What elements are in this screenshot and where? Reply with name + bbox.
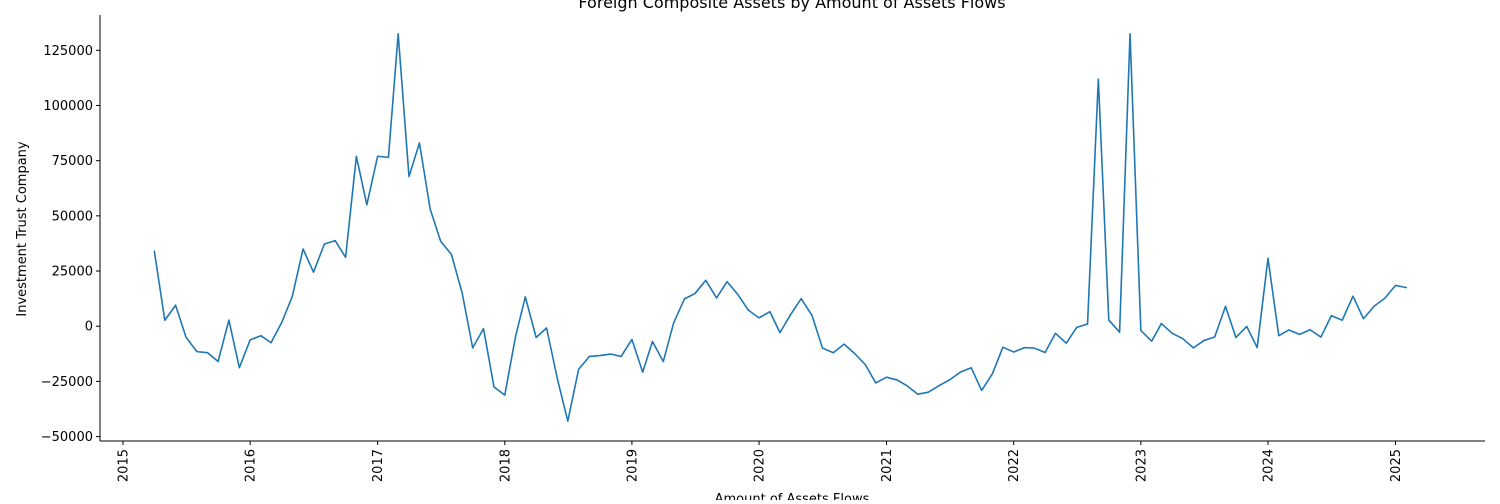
x-axis-label: Amount of Assets Flows — [715, 492, 870, 500]
x-tick-label: 2018 — [498, 449, 513, 482]
x-tick-label: 2019 — [625, 449, 640, 482]
y-tick-label: 75000 — [52, 154, 93, 169]
x-tick-label: 2024 — [1261, 449, 1276, 482]
y-axis-label: Investment Trust Company — [15, 141, 30, 317]
y-tick-label: 50000 — [52, 209, 93, 224]
x-tick-label: 2015 — [116, 449, 131, 482]
y-tick-label: 100000 — [43, 99, 93, 114]
y-tick-label: 0 — [85, 320, 93, 335]
x-tick-label: 2016 — [244, 449, 259, 482]
x-tick-label: 2021 — [880, 449, 895, 482]
series-line — [153, 32, 1408, 422]
chart-title: Foreign Composite Assets by Amount of As… — [578, 0, 1005, 12]
y-tick-label: −50000 — [41, 430, 93, 445]
y-tick-label: 125000 — [43, 44, 93, 59]
x-tick-label: 2022 — [1007, 449, 1022, 482]
y-axis: 125000 100000 75000 50000 25000 0 −25000 −50000 — [41, 15, 101, 445]
y-tick-label: 25000 — [52, 265, 93, 280]
x-axis: 2015 2016 2017 2018 2019 2020 2021 2022 2023 2024… — [100, 440, 1485, 482]
plot-area — [153, 32, 1408, 422]
x-tick-label: 2025 — [1389, 449, 1404, 482]
x-tick-label: 2017 — [371, 449, 386, 482]
x-tick-label: 2023 — [1134, 449, 1149, 482]
y-tick-label: −25000 — [41, 375, 93, 390]
x-tick-label: 2020 — [753, 449, 768, 482]
